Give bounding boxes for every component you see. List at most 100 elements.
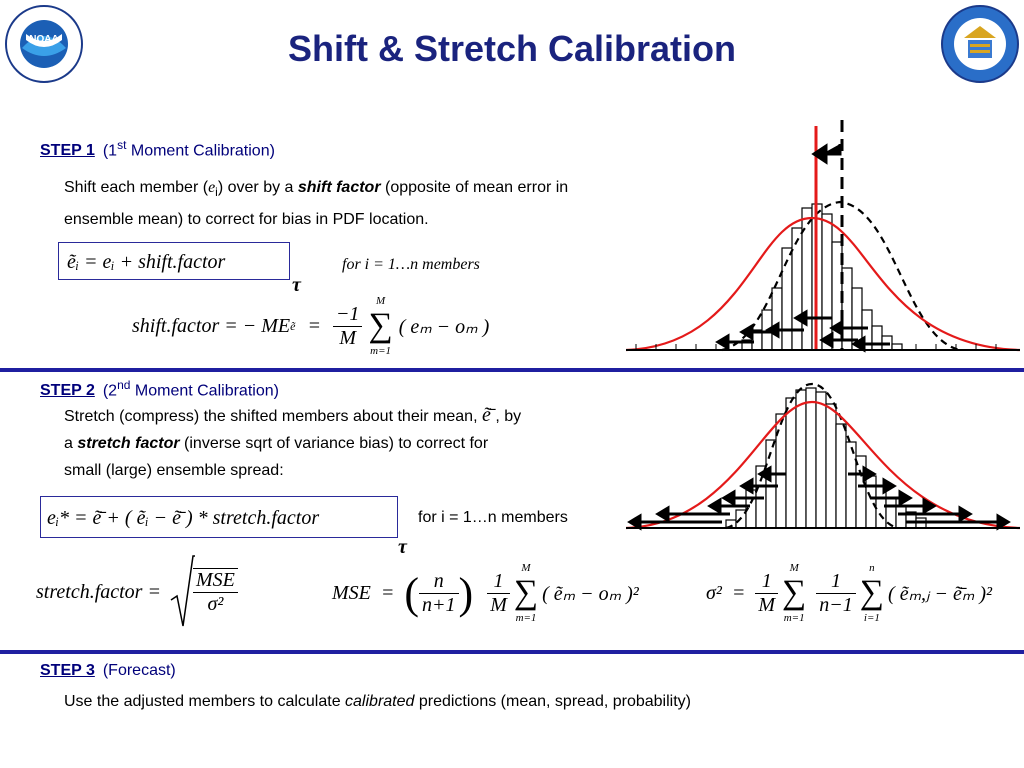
shift-eq-sub: ẽ xyxy=(290,318,296,333)
step2-stretched-curve xyxy=(725,382,899,530)
shift-eq-body: ( eₘ − oₘ ) xyxy=(398,315,490,338)
step2-text: Stretch (compress) the shifted members a… xyxy=(64,402,634,484)
stretch-eq-num: MSE xyxy=(192,569,238,593)
sigma-sum2: n ∑ i=1 xyxy=(860,562,884,624)
shift-eq-lhs: shift.factor = − ME xyxy=(132,314,291,337)
sigma-eq-equals: = xyxy=(731,581,746,604)
step2-line2-b: (inverse sqrt of variance bias) to corre… xyxy=(179,435,489,452)
mse-eq-equals: = xyxy=(380,581,395,604)
stretch-factor-equation: stretch.factor = MSE σ² xyxy=(36,552,238,632)
step3-label: STEP 3 xyxy=(40,662,95,679)
mse-eq-lhs: MSE xyxy=(332,581,371,604)
sigma-1-num: 1 xyxy=(755,570,779,594)
step2-histogram-figure xyxy=(626,382,1020,531)
step2-subtitle-prefix: (2 xyxy=(102,382,118,400)
sigma-2-fraction: 1 n−1 xyxy=(816,570,856,617)
calibrated-term: calibrated xyxy=(345,693,415,710)
shift-eq-equals: = xyxy=(307,314,321,337)
sigma-sum1-bottom: m=1 xyxy=(783,612,805,624)
step2-equation-box: eᵢ* = ẽ̄ + ( ẽᵢ − ẽ̄ ) * stretch.factor xyxy=(40,496,398,538)
step1-line1-var: e xyxy=(208,179,216,196)
step2-line1-b: , by xyxy=(495,408,522,425)
step2-line1-var: ẽ̄ xyxy=(481,404,491,426)
stretch-eq-fraction: MSE σ² xyxy=(192,568,238,616)
sigma-1-den: M xyxy=(758,593,776,616)
step2-subtitle-suffix: Moment Calibration) xyxy=(130,382,279,400)
step2-line1-a: Stretch (compress) the shifted members a… xyxy=(64,408,478,425)
step2-line2-a: a xyxy=(64,435,78,452)
step1-line1-b: ) over by a xyxy=(217,179,298,196)
page-title: Shift & Stretch Calibration xyxy=(287,28,737,69)
step1-equation-box: ẽᵢ = eᵢ + shift.factor xyxy=(58,242,290,280)
step2-line3: small (large) ensemble spread: xyxy=(64,462,284,479)
step2-label: STEP 2 xyxy=(40,382,95,400)
sigma-sum-icon: ∑ xyxy=(513,574,539,611)
mse-right-paren: ) xyxy=(458,568,474,618)
step1-histogram-figure xyxy=(626,120,1020,353)
step2-heading: STEP 2 (2nd Moment Calibration) xyxy=(40,378,279,400)
step2-tau: τ xyxy=(398,536,407,558)
step1-tau: τ xyxy=(292,274,301,296)
step3-heading: STEP 3 (Forecast) xyxy=(40,662,176,680)
step2-stretch-arrows xyxy=(627,465,1011,531)
step1-line1-c: (opposite of mean error in xyxy=(380,179,569,196)
shift-eq-frac-den: M xyxy=(339,326,357,349)
sigma-sum2-top: n xyxy=(869,562,875,574)
step1-label: STEP 1 xyxy=(40,142,95,160)
step1-line1: Shift each member (ei) over by a shift f… xyxy=(64,174,704,206)
mse-1-den: M xyxy=(490,593,507,616)
mse-n-den: n+1 xyxy=(422,593,456,616)
shift-eq-fraction: −1 M xyxy=(332,303,363,350)
shift-eq-frac-num: −1 xyxy=(332,303,363,327)
shift-eq-sum: M ∑ m=1 xyxy=(368,295,392,357)
step1-text: Shift each member (ei) over by a shift f… xyxy=(64,174,704,233)
sigma-sum1-top: M xyxy=(789,562,799,574)
step3-line-a: Use the adjusted members to calculate xyxy=(64,693,346,710)
mse-sum-bottom: m=1 xyxy=(515,612,537,624)
step2-bars xyxy=(725,387,927,529)
sigma-eq-body: ( ẽₘ,ⱼ − ẽ̄ₘ )² xyxy=(888,582,993,605)
step1-original-curve xyxy=(626,216,1020,352)
step1-shifted-curve xyxy=(721,200,961,352)
sqrt-icon xyxy=(170,555,195,627)
department-of-commerce-seal xyxy=(940,4,1020,84)
mse-left-paren: ( xyxy=(404,568,420,618)
sigma-sum1: M ∑ m=1 xyxy=(782,562,806,624)
mse-sum-top: M xyxy=(521,562,531,574)
step1-heading: STEP 1 (1st Moment Calibration) xyxy=(40,138,275,160)
step3-subtitle: (Forecast) xyxy=(102,662,176,679)
sigma-eq-lhs: σ² xyxy=(706,581,722,604)
step2-members-note: for i = 1…n members xyxy=(418,509,568,526)
shift-eq-sum-top: M xyxy=(375,295,386,307)
sigma-sum-icon: ∑ xyxy=(368,307,393,344)
shift-eq-sum-bottom: m=1 xyxy=(370,345,391,357)
step1-line1-sub: i xyxy=(215,185,218,200)
step2-equation: eᵢ* = ẽ̄ + ( ẽᵢ − ẽ̄ ) * stretch.factor xyxy=(47,507,320,529)
section-divider-2 xyxy=(0,650,1024,654)
shift-factor-equation: shift.factor = − ME ẽ = −1 M M ∑ m=1 ( eₘ − … xyxy=(132,295,490,357)
stretch-eq-den: σ² xyxy=(207,593,224,615)
step1-subtitle-sup: st xyxy=(117,138,127,152)
step1-members-note: for i = 1…n members xyxy=(342,256,480,273)
sigma-sum-icon: ∑ xyxy=(782,574,807,611)
stretch-eq-lhs: stretch.factor = xyxy=(36,580,161,603)
step2-red-curve xyxy=(626,400,1020,530)
mse-1-num: 1 xyxy=(487,570,510,594)
step3-line-b: predictions (mean, spread, probability) xyxy=(414,693,691,710)
step1-line1-a: Shift each member ( xyxy=(64,179,209,196)
mse-eq-body: ( ẽₘ − oₘ )² xyxy=(542,582,639,605)
sigma-sum-icon: ∑ xyxy=(859,574,885,611)
step1-line2: ensemble mean) to correct for bias in PD… xyxy=(64,211,429,229)
step1-subtitle-suffix: Moment Calibration) xyxy=(126,142,275,160)
svg-text:NOAA: NOAA xyxy=(29,34,58,45)
sigma-sum2-bottom: i=1 xyxy=(863,612,880,624)
section-divider-1 xyxy=(0,368,1024,372)
step1-subtitle-prefix: (1 xyxy=(102,142,118,160)
sigma-2-den: n−1 xyxy=(819,593,853,616)
step1-equation: ẽᵢ = eᵢ + shift.factor xyxy=(67,251,226,273)
step1-shift-arrows xyxy=(715,143,890,353)
